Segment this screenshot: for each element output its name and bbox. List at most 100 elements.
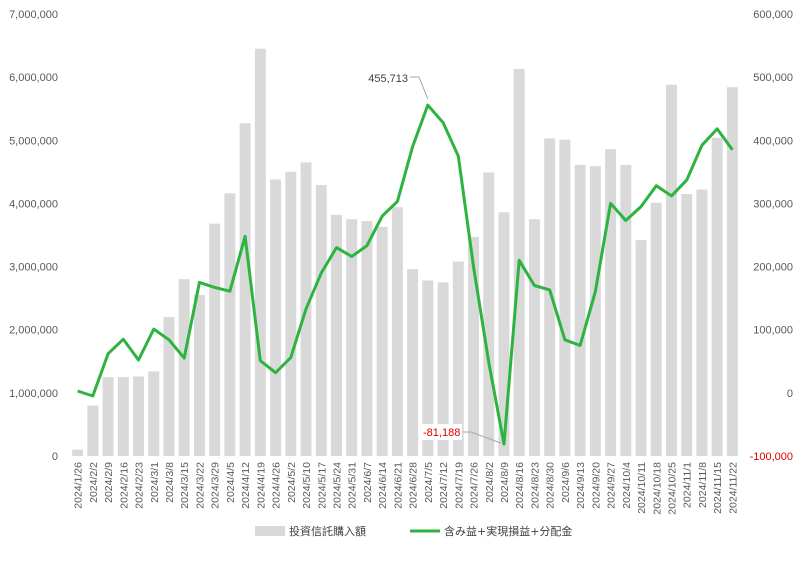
x-tick-label: 2024/7/12: [438, 462, 450, 509]
bar-5: [148, 371, 160, 456]
x-tick-label: 2024/8/2: [484, 462, 496, 503]
x-tick-label: 2024/5/17: [316, 462, 328, 509]
x-tick-label: 2024/7/19: [453, 462, 465, 509]
x-tick-label: 2024/11/15: [712, 462, 724, 514]
x-tick-label: 2024/11/8: [697, 462, 709, 508]
right-tick-label: 300,000: [753, 198, 793, 210]
bar-41: [696, 189, 708, 456]
x-tick-label: 2024/8/30: [545, 462, 557, 509]
x-tick-label: 2024/3/1: [149, 462, 161, 503]
bar-1: [87, 405, 99, 456]
bar-8: [193, 294, 205, 456]
bar-24: [437, 282, 449, 456]
left-tick-label: 7,000,000: [9, 9, 58, 21]
x-tick-label: 2024/5/31: [347, 462, 359, 509]
left-tick-label: 6,000,000: [9, 72, 58, 84]
bar-37: [635, 240, 647, 456]
bar-4: [133, 376, 145, 456]
annotation-max: 455,713: [368, 73, 408, 85]
bar-17: [330, 214, 342, 456]
x-tick-label: 2024/10/4: [621, 462, 633, 509]
right-tick-label: 100,000: [753, 325, 793, 337]
bar-10: [224, 193, 236, 456]
x-tick-label: 2024/6/14: [377, 462, 389, 509]
bar-12: [254, 48, 266, 456]
x-tick-label: 2024/8/9: [499, 462, 511, 503]
x-tick-label: 2024/2/16: [118, 462, 130, 509]
bar-23: [422, 280, 434, 456]
annotation-min: -81,188: [423, 427, 460, 439]
x-tick-label: 2024/2/23: [134, 462, 146, 509]
x-tick-label: 2024/5/2: [286, 462, 298, 503]
bar-18: [346, 219, 358, 456]
bar-26: [468, 236, 480, 456]
x-tick-label: 2024/10/11: [636, 462, 648, 514]
bar-36: [620, 164, 632, 456]
bar-22: [407, 269, 419, 456]
line-path: [77, 103, 734, 446]
left-tick-label: 3,000,000: [9, 262, 58, 274]
legend-line-label: 含み益+実現損益+分配金: [444, 524, 572, 538]
legend-bar-label: 投資信託購入額: [289, 524, 366, 538]
x-tick-label: 2024/9/6: [560, 462, 572, 503]
x-tick-label: 2024/6/28: [408, 462, 420, 509]
x-tick-label: 2024/4/12: [240, 462, 252, 509]
bar-28: [498, 212, 510, 456]
x-tick-label: 2024/11/1: [682, 462, 694, 508]
x-tick-label: 2024/9/20: [590, 462, 602, 509]
line-series: [77, 103, 734, 446]
bar-30: [528, 219, 540, 456]
bar-35: [605, 149, 617, 456]
right-y-axis: -100,000 0 100,000 200,000 300,000 400,000 500…: [750, 9, 793, 463]
bar-34: [589, 166, 601, 456]
left-tick-label: 0: [52, 451, 58, 463]
legend: 投資信託購入額 含み益+実現損益+分配金: [255, 524, 572, 538]
annotations: 455,713 -81,188: [368, 73, 502, 444]
bar-40: [681, 193, 693, 456]
x-tick-label: 2024/9/27: [606, 462, 618, 509]
right-tick-label: -100,000: [750, 451, 793, 463]
bar-3: [117, 377, 129, 456]
bar-33: [574, 164, 586, 456]
bar-20: [376, 226, 388, 456]
x-tick-label: 2024/8/16: [514, 462, 526, 509]
bar-39: [665, 84, 677, 456]
bar-43: [726, 87, 738, 456]
left-tick-label: 1,000,000: [9, 388, 58, 400]
bar-25: [452, 261, 464, 456]
x-axis: 2024/1/26 2024/2/2 2024/2/9 2024/2/16 2024/2…: [73, 462, 740, 515]
x-tick-label: 2024/11/22: [727, 462, 739, 514]
annotation-leader-min: [463, 431, 502, 444]
x-tick-label: 2024/3/22: [194, 462, 206, 509]
right-tick-label: 500,000: [753, 72, 793, 84]
bar-42: [711, 137, 723, 456]
x-tick-label: 2024/7/26: [469, 462, 481, 509]
bar-19: [361, 221, 373, 456]
left-tick-label: 5,000,000: [9, 135, 58, 147]
annotation-min-bg: [420, 424, 462, 440]
bar-27: [483, 172, 495, 456]
x-tick-label: 2024/3/29: [210, 462, 222, 509]
right-tick-label: 400,000: [753, 135, 793, 147]
x-tick-label: 2024/10/25: [666, 462, 678, 515]
x-tick-label: 2024/4/5: [225, 462, 237, 503]
left-tick-label: 2,000,000: [9, 325, 58, 337]
x-tick-label: 2024/7/5: [423, 462, 435, 503]
bar-14: [285, 171, 297, 456]
x-tick-label: 2024/3/8: [164, 462, 176, 503]
bar-31: [544, 138, 556, 457]
x-tick-label: 2024/5/24: [331, 462, 343, 509]
x-tick-label: 2024/2/2: [88, 462, 100, 503]
x-tick-label: 2024/3/15: [179, 462, 191, 509]
x-tick-label: 2024/1/26: [73, 462, 85, 509]
x-tick-label: 2024/2/9: [103, 462, 115, 503]
annotation-leader-max: [410, 76, 429, 100]
right-tick-label: 0: [787, 388, 793, 400]
bar-2: [102, 377, 114, 456]
right-tick-label: 600,000: [753, 9, 793, 21]
bar-32: [559, 139, 571, 456]
bar-11: [239, 123, 251, 456]
x-tick-label: 2024/5/10: [301, 462, 313, 509]
bar-16: [315, 185, 327, 457]
